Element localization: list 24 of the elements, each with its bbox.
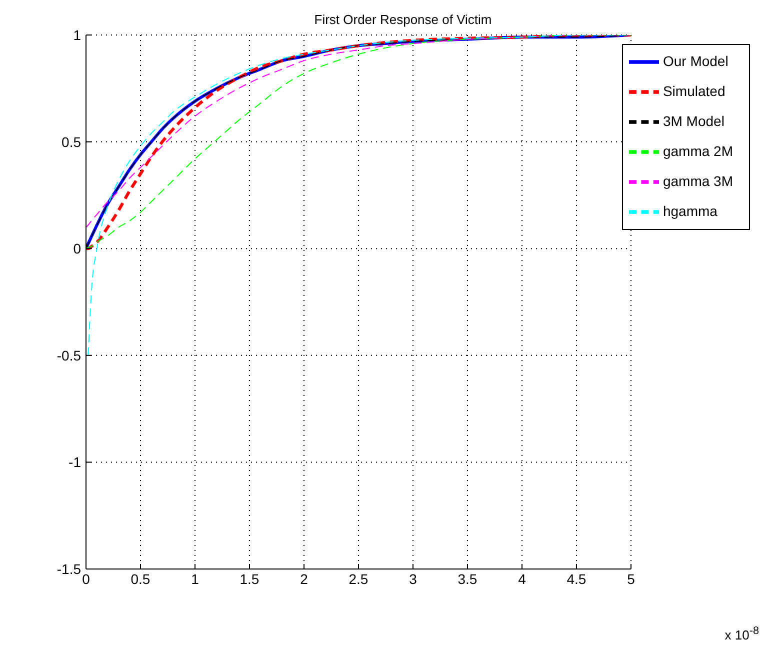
- legend-label: Simulated: [662, 83, 726, 100]
- y-tick-label: -0.5: [56, 347, 82, 364]
- legend-label: gamma 3M: [662, 173, 733, 190]
- chart-title: First Order Response of Victim: [313, 12, 493, 27]
- x-tick-label: 4.5: [566, 570, 586, 587]
- x-tick-label: 2.5: [348, 570, 368, 587]
- legend-label: hgamma: [662, 203, 718, 220]
- y-tick-label: -1.5: [56, 560, 82, 577]
- y-tick-label: 0.5: [62, 134, 82, 150]
- x-tick-label: 1.5: [240, 570, 260, 587]
- x-tick-label: 5: [627, 570, 636, 587]
- legend-label: 3M Model: [662, 113, 724, 130]
- x-tick-label: 3: [409, 570, 418, 587]
- y-tick-label: -1: [68, 454, 82, 470]
- x-tick-label: 1: [191, 570, 200, 587]
- y-tick-label: 1: [73, 26, 82, 43]
- x-tick-label: 0.5: [130, 570, 150, 587]
- x-tick-label: 3.5: [458, 570, 478, 587]
- y-tick-label: 0: [73, 240, 82, 257]
- text: x 10$^{-8}$: [724, 624, 759, 642]
- x-tick-label: 2: [300, 570, 308, 587]
- legend-label: gamma 2M: [662, 143, 733, 160]
- legend-label: Our Model: [662, 53, 728, 70]
- x-tick-label: 4: [518, 570, 526, 587]
